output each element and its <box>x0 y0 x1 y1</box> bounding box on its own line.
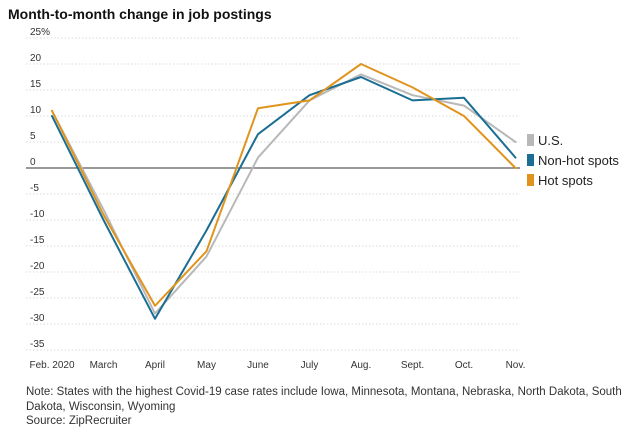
x-tick-label: Feb. 2020 <box>29 360 74 371</box>
legend: U.S. Non-hot spots Hot spots <box>527 133 619 188</box>
y-tick-label: -15 <box>30 235 45 246</box>
y-tick-label: -20 <box>30 261 45 272</box>
series-lines <box>51 63 517 320</box>
legend-label: Non-hot spots <box>538 153 619 168</box>
y-tick-label: 10 <box>30 105 42 116</box>
legend-swatch <box>527 154 534 166</box>
y-tick-label: -10 <box>30 209 45 220</box>
chart-title: Month-to-month change in job postings <box>8 6 272 22</box>
x-tick-label: March <box>90 360 118 371</box>
x-tick-label: April <box>145 360 165 371</box>
y-tick-label: -5 <box>30 183 39 194</box>
y-axis-ticks: 25% 20 15 10 5 0 -5 -10 -15 -20 -25 -30 -35 <box>30 27 50 350</box>
x-tick-label: Sept. <box>401 360 424 371</box>
series-line-non-hot-spots <box>51 76 517 320</box>
y-tick-label: 20 <box>30 53 42 64</box>
x-tick-label: July <box>301 360 319 371</box>
y-tick-label: 5 <box>30 131 36 142</box>
series-line-hot-spots <box>51 63 517 307</box>
legend-label: U.S. <box>538 133 563 148</box>
y-tick-label: 15 <box>30 79 42 90</box>
y-tick-label: 25% <box>30 27 50 38</box>
x-tick-label: May <box>197 360 216 371</box>
x-tick-label: Oct. <box>455 360 473 371</box>
line-chart: 25% 20 15 10 5 0 -5 -10 -15 -20 -25 -30 -35 Feb. 202… <box>26 27 619 371</box>
y-tick-label: -30 <box>30 313 45 324</box>
y-tick-label: -25 <box>30 287 45 298</box>
y-tick-label: 0 <box>30 157 36 168</box>
x-tick-label: June <box>247 360 269 371</box>
x-axis-ticks: Feb. 2020 March April May June July Aug. Sept. O… <box>29 360 525 371</box>
x-tick-label: Nov. <box>506 360 526 371</box>
x-tick-label: Aug. <box>351 360 372 371</box>
chart-note: Note: States with the highest Covid-19 c… <box>26 386 622 413</box>
legend-swatch <box>527 134 534 146</box>
y-tick-label: -35 <box>30 339 45 350</box>
legend-label: Hot spots <box>538 173 593 188</box>
legend-swatch <box>527 174 534 186</box>
gridlines <box>26 37 520 351</box>
chart-source: Source: ZipRecruiter <box>26 415 132 427</box>
